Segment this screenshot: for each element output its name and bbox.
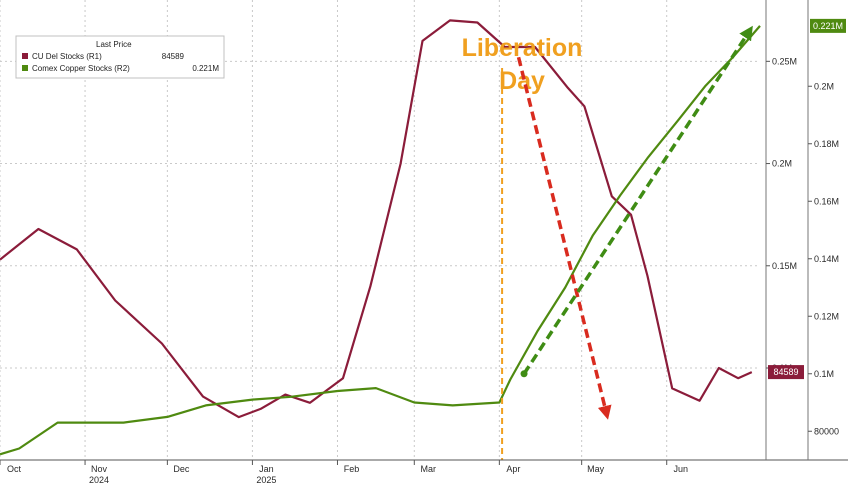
x-tick-label-8: Jun xyxy=(673,464,688,474)
legend-header: Last Price xyxy=(96,40,132,49)
trend-arrow-3 xyxy=(522,25,753,375)
r2-tick-label-4: 0.16M xyxy=(814,196,839,206)
last-value-label-1: 0.221M xyxy=(813,21,843,31)
x-tick-label-3: Jan xyxy=(259,464,274,474)
x-tick-label-0: Oct xyxy=(7,464,22,474)
x-tick-label-7: May xyxy=(587,464,605,474)
x-tick-label-2: Dec xyxy=(173,464,190,474)
series-line-0 xyxy=(0,19,753,419)
grid xyxy=(0,0,760,460)
r1-tick-label-2: 0.2M xyxy=(772,159,792,169)
last-value-label-0: 84589 xyxy=(773,367,798,377)
r2-tick-label-6: 0.2M xyxy=(814,81,834,91)
x-year-label-0: 2024 xyxy=(89,475,109,485)
x-year-label-1: 2025 xyxy=(256,475,276,485)
legend: Last Price CU Del Stocks (R1) 84589 Come… xyxy=(15,35,225,79)
last-value-badge-0 xyxy=(768,365,804,380)
last-value-badge-1 xyxy=(810,18,846,33)
annotation-line-1: Liberation xyxy=(462,34,583,62)
legend-value-cu: 84589 xyxy=(162,52,185,61)
legend-name-cu: CU Del Stocks (R1) xyxy=(32,52,102,61)
x-tick-label-5: Mar xyxy=(421,464,437,474)
trend-arrow-2 xyxy=(516,56,612,420)
legend-box xyxy=(15,35,225,79)
r2-tick-label-1: 0.1M xyxy=(814,369,834,379)
legend-swatch-cu xyxy=(22,53,28,59)
r2-tick-label-2: 0.12M xyxy=(814,311,839,321)
x-tick-label-1: Nov xyxy=(91,464,108,474)
series-layer xyxy=(0,19,761,456)
legend-value-comex: 0.221M xyxy=(192,64,219,73)
legend-name-comex: Comex Copper Stocks (R2) xyxy=(32,64,130,73)
r2-tick-label-5: 0.18M xyxy=(814,139,839,149)
trend-arrow-start-dot xyxy=(520,370,528,378)
r1-tick-label-3: 0.25M xyxy=(772,56,797,66)
r2-tick-label-3: 0.14M xyxy=(814,254,839,264)
r2-tick-label-0: 80000 xyxy=(814,426,839,436)
x-tick-label-6: Apr xyxy=(506,464,520,474)
r1-tick-label-1: 0.15M xyxy=(772,261,797,271)
series-line-1 xyxy=(0,25,761,456)
legend-swatch-comex xyxy=(22,65,28,71)
x-tick-label-4: Feb xyxy=(344,464,360,474)
annotations: Liberation Day xyxy=(462,25,753,460)
